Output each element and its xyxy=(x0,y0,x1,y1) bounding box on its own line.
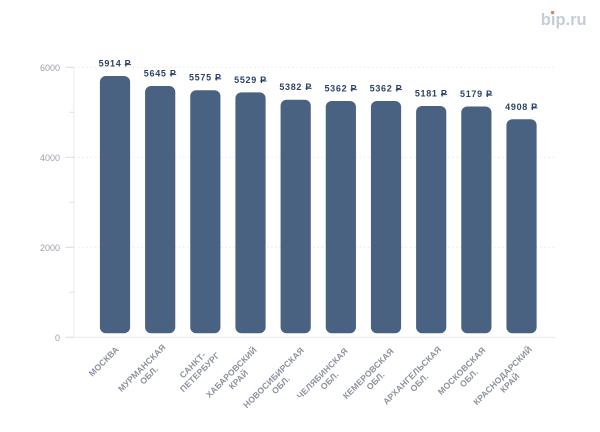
svg-text:5179 Р: 5179 Р xyxy=(460,89,493,99)
svg-text:5362 Р: 5362 Р xyxy=(370,84,403,94)
svg-text:5575 Р: 5575 Р xyxy=(189,73,222,83)
svg-text:5362 Р: 5362 Р xyxy=(324,84,357,94)
svg-text:bıp.ru: bıp.ru xyxy=(541,11,587,29)
svg-text:5529 Р: 5529 Р xyxy=(234,75,267,85)
svg-text:4000: 4000 xyxy=(40,153,60,163)
svg-text:0: 0 xyxy=(55,333,60,343)
svg-text:5914 Р: 5914 Р xyxy=(99,59,132,69)
svg-text:6000: 6000 xyxy=(40,63,60,73)
svg-text:5181 Р: 5181 Р xyxy=(415,89,448,99)
svg-text:5382 Р: 5382 Р xyxy=(279,82,312,92)
svg-text:5645 Р: 5645 Р xyxy=(144,69,177,79)
svg-text:4908 Р: 4908 Р xyxy=(505,102,538,112)
svg-text:2000: 2000 xyxy=(40,243,60,253)
